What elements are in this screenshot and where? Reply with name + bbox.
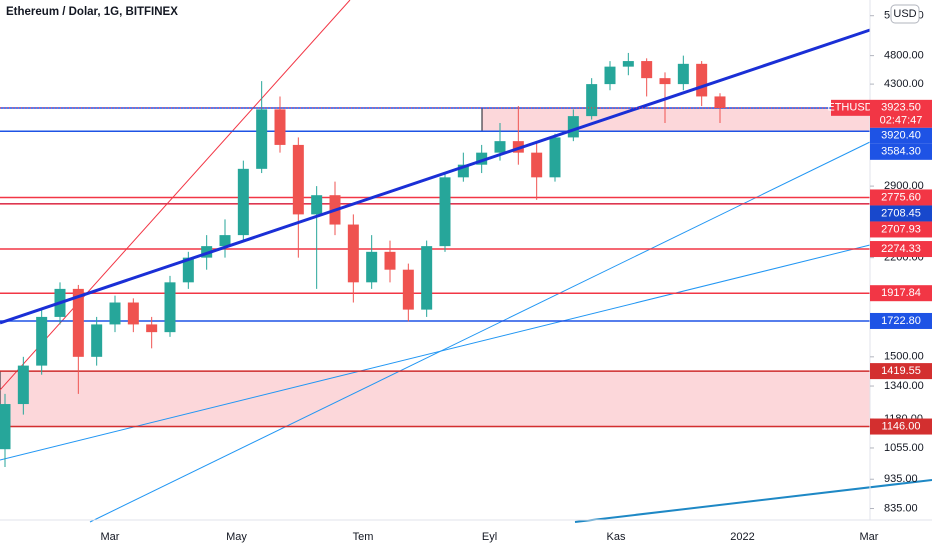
candles xyxy=(0,52,726,468)
level-label: 3584.30 xyxy=(881,146,921,158)
trend-line xyxy=(0,0,351,391)
level-label-bg xyxy=(870,205,932,222)
y-tick-label: 1055.00 xyxy=(884,442,924,454)
level-label-bg xyxy=(870,189,932,206)
level-label: 1917.84 xyxy=(881,287,921,299)
level-label: 2775.60 xyxy=(881,191,921,203)
candle-body xyxy=(714,96,726,109)
candle-body xyxy=(164,282,176,333)
countdown: 02:47:47 xyxy=(880,115,923,127)
level-label: 2274.33 xyxy=(881,243,921,255)
candle-body xyxy=(182,257,194,283)
y-tick-label: 2900.00 xyxy=(884,180,924,192)
candle-body xyxy=(0,404,11,450)
price-axis: 5600.004800.004300.002900.002200.001500.… xyxy=(101,10,924,543)
level-label-bg xyxy=(870,127,932,144)
y-tick-label: 1500.00 xyxy=(884,351,924,363)
level-label-bg xyxy=(870,221,932,238)
level-label: 2707.93 xyxy=(881,223,921,235)
candle-body xyxy=(457,164,469,178)
y-tick-label: 1340.00 xyxy=(884,380,924,392)
zone xyxy=(481,107,871,132)
x-tick-label: Mar xyxy=(860,531,879,543)
candle-body xyxy=(677,63,689,85)
candle-body xyxy=(586,84,598,117)
candle-body xyxy=(311,195,323,215)
main-trend-line xyxy=(0,28,871,325)
y-tick-label: 4800.00 xyxy=(884,50,924,62)
current-price: 3923.50 xyxy=(881,102,921,114)
trend-line xyxy=(0,244,871,461)
candle-body xyxy=(549,137,561,178)
currency-badge[interactable] xyxy=(890,4,920,24)
candle-body xyxy=(146,324,158,333)
candle-body xyxy=(641,61,653,79)
level-label: 2708.45 xyxy=(881,207,921,219)
x-tick-label: Mar xyxy=(101,531,120,543)
candle-body xyxy=(109,302,121,325)
zone xyxy=(0,370,871,428)
candle-body xyxy=(402,269,414,310)
trend-line xyxy=(574,479,932,523)
candle-body xyxy=(531,152,543,178)
candle-body xyxy=(36,316,48,366)
title-bg xyxy=(0,2,175,20)
level-label-bg xyxy=(870,143,932,160)
drawings xyxy=(0,0,932,523)
candle-body xyxy=(347,224,359,283)
current-price-bg xyxy=(870,99,932,128)
candle-body xyxy=(17,365,29,405)
candle-body xyxy=(696,63,708,97)
candle-body xyxy=(604,66,616,85)
y-tick-label: 4300.00 xyxy=(884,78,924,90)
candle-body xyxy=(237,168,249,236)
candle-body xyxy=(256,109,268,169)
candle-body xyxy=(622,61,634,67)
candle-body xyxy=(384,251,396,270)
level-label-bg xyxy=(870,312,932,329)
x-tick-label: Eyl xyxy=(482,531,497,543)
candle-body xyxy=(567,116,579,138)
candle-body xyxy=(72,288,84,357)
level-label: 1146.00 xyxy=(882,420,921,432)
level-label: 3920.40 xyxy=(881,130,921,142)
candle-body xyxy=(274,109,286,145)
symbol-label-bg xyxy=(831,99,870,116)
level-label: 1722.80 xyxy=(881,315,921,327)
candle-body xyxy=(366,251,378,283)
x-tick-label: 2022 xyxy=(730,531,754,543)
title: Ethereum / Dolar, 1G, BITFINEX xyxy=(6,6,178,18)
level-label: 1419.55 xyxy=(881,365,921,377)
candle-body xyxy=(476,152,488,165)
candle-body xyxy=(421,246,433,310)
candle-body xyxy=(659,78,671,85)
level-label-bg xyxy=(870,241,932,258)
x-tick-label: Kas xyxy=(607,531,626,543)
x-tick-label: May xyxy=(226,531,247,543)
zones xyxy=(0,107,871,428)
currency[interactable]: USD xyxy=(893,8,916,20)
y-tick-label: 835.00 xyxy=(884,502,918,514)
trend-line xyxy=(89,141,871,523)
symbol-label: ETHUSD xyxy=(827,102,872,114)
x-tick-label: Tem xyxy=(353,531,374,543)
level-label-bg xyxy=(870,418,932,435)
candle-body xyxy=(91,324,103,357)
y-tick-label: 935.00 xyxy=(884,473,918,485)
candle-body xyxy=(494,141,506,153)
candle-body xyxy=(219,235,231,247)
level-label-bg xyxy=(870,363,932,380)
candle-body xyxy=(439,177,451,247)
candle-body xyxy=(127,302,139,325)
level-label-bg xyxy=(870,285,932,302)
candle-body xyxy=(292,144,304,215)
